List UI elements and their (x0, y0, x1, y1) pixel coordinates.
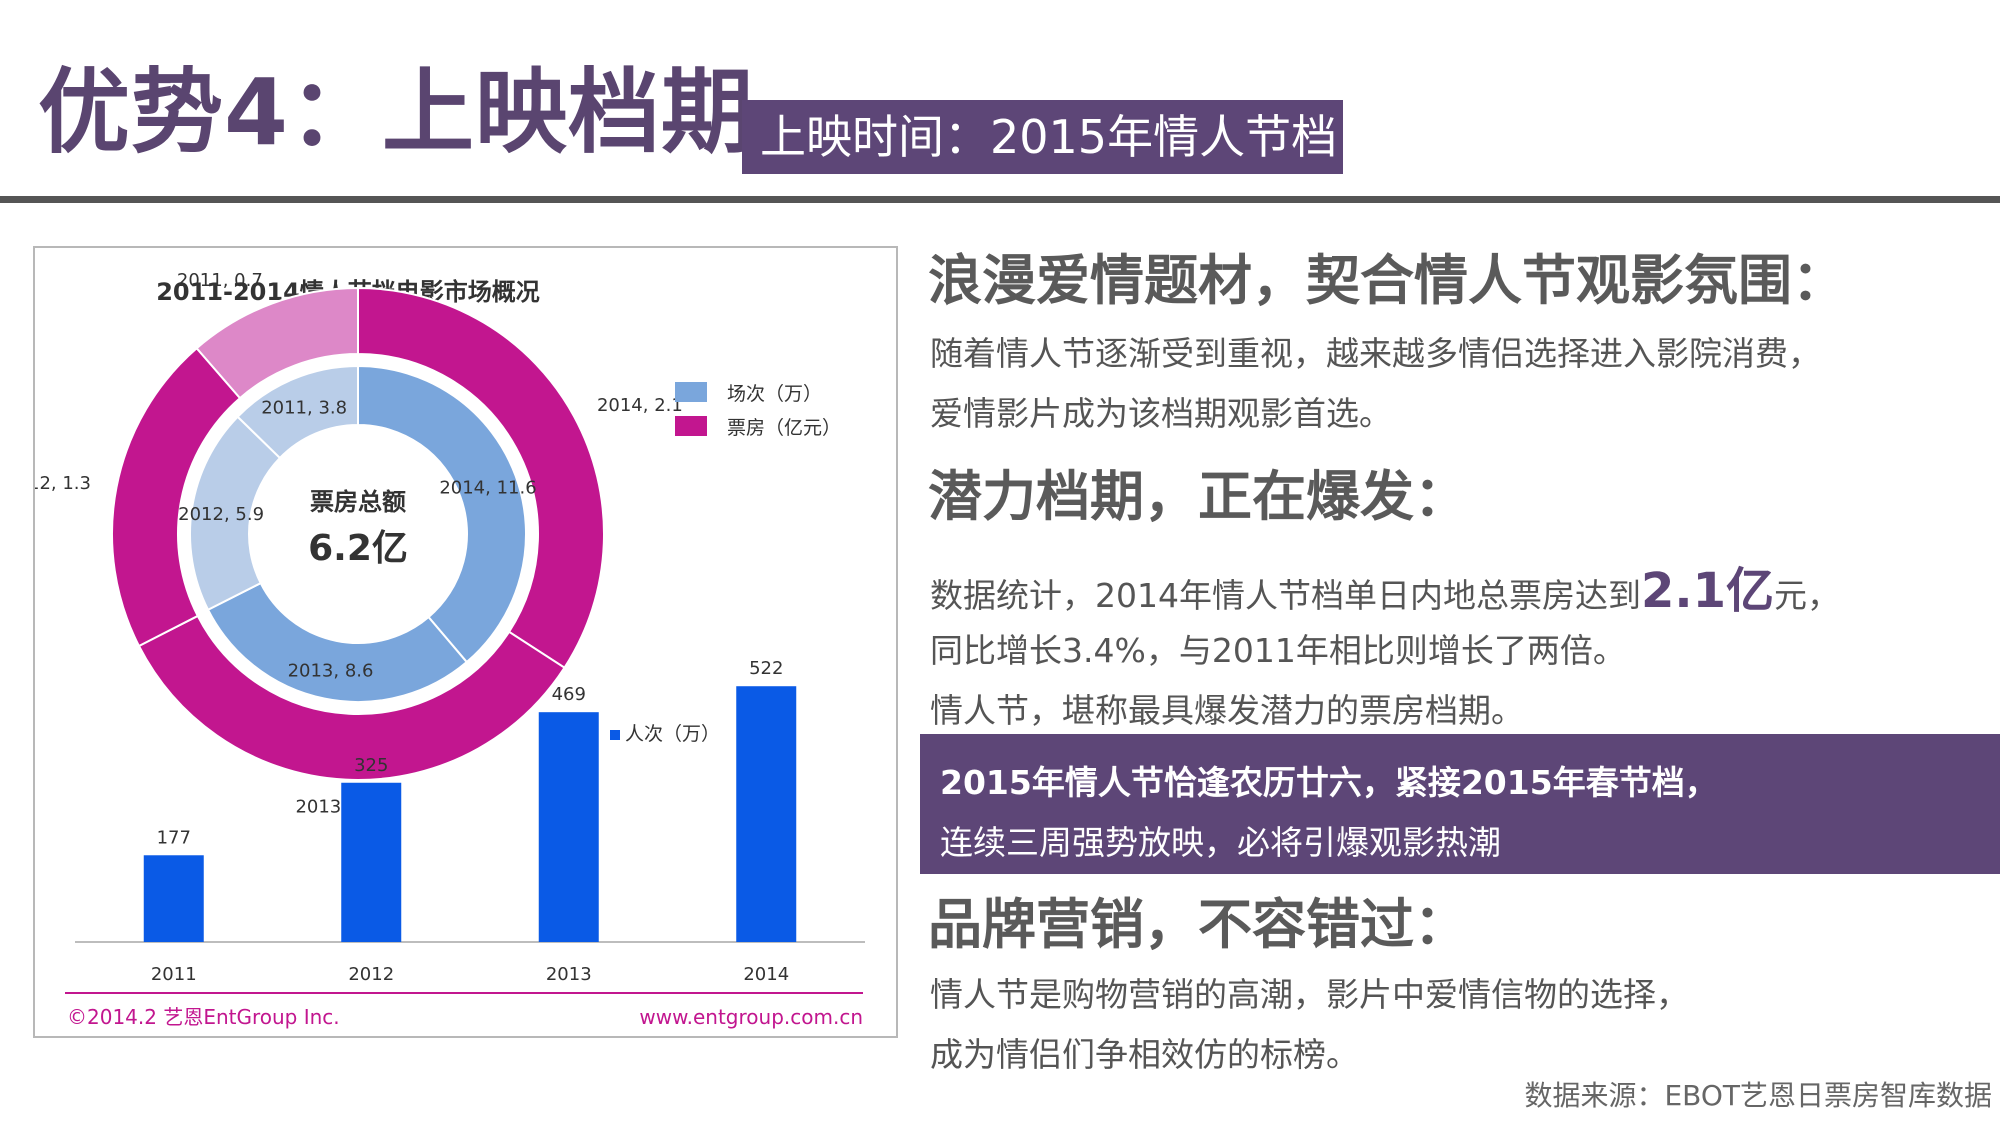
donut-label: 2014, 11.6 (439, 477, 536, 498)
bar-tick-label: 2012 (348, 964, 394, 985)
bar-tick-label: 2011 (151, 964, 197, 985)
donut-slice-inner-2013 (206, 581, 469, 703)
bar-2014 (736, 686, 797, 942)
section-line: 情人节，堪称最具爆发潜力的票房档期。 (930, 691, 1524, 730)
stat-suffix: 元， (1774, 576, 1841, 615)
donut-label: 2012, 5.9 (178, 504, 264, 525)
section-heading-branding: 品牌营销，不容错过： (928, 893, 1468, 956)
section-heading-potential: 潜力档期，正在爆发： (928, 465, 1468, 528)
donut-label: 2011, 0.7 (177, 270, 263, 291)
bar-legend-swatch (610, 730, 620, 740)
bar-2013 (538, 712, 599, 942)
bar-value-label: 469 (552, 684, 586, 705)
donut-slice-outer-2011 (195, 286, 359, 400)
legend-swatch (675, 416, 707, 436)
bar-2011 (143, 855, 204, 942)
highlight-line-2: 连续三周强势放映，必将引爆观影热潮 (940, 823, 1501, 862)
bar-value-label: 177 (157, 827, 191, 848)
page-title: 优势4：上映档期 (38, 59, 755, 166)
highlight-line-1: 2015年情人节恰逢农历廿六，紧接2015年春节档， (940, 763, 1718, 802)
legend-entry: 票房（亿元） (727, 417, 841, 439)
bar-tick-label: 2014 (743, 964, 789, 985)
donut-legend: 场次（万） 票房（亿元） (675, 382, 841, 439)
donut-slice-outer-2014 (357, 286, 605, 670)
highlight-box (920, 734, 2000, 874)
legend-entry: 场次（万） (727, 383, 822, 405)
bar-legend-entry: 人次（万） (625, 723, 720, 745)
chart-footer-right: www.entgroup.com.cn (639, 1005, 863, 1029)
bar-value-label: 522 (749, 658, 783, 679)
donut-chart: 票房总额 6.2亿 (111, 286, 605, 781)
section-line: 同比增长3.4%，与2011年相比则增长了两倍。 (930, 631, 1626, 670)
donut-slice-inner-2014 (357, 364, 527, 664)
donut-label: 2011, 3.8 (261, 397, 347, 418)
bar-2012 (341, 782, 402, 942)
donut-slice-outer-2013 (137, 614, 566, 781)
chart-footer-left: ©2014.2 艺恩EntGroup Inc. (67, 1005, 340, 1029)
bar-value-label: 325 (354, 755, 388, 776)
donut-label: 2013, 8.6 (288, 661, 374, 682)
section-line: 随着情人节逐渐受到重视，越来越多情侣选择进入影院消费， (930, 334, 1821, 373)
release-date-tag: 上映时间：2015年情人节档 (742, 100, 1343, 174)
section-line: 数据统计，2014年情人节档单日内地总票房达到2.1亿元， (930, 551, 1840, 621)
donut-center-value: 6.2亿 (308, 528, 408, 569)
donut-center (251, 427, 465, 641)
stat-text: 数据统计，2014年情人节档单日内地总票房达到 (930, 576, 1641, 615)
donut-slice-inner-2011 (236, 364, 359, 460)
donut-label: 2014, 2.1 (597, 395, 683, 416)
legend-swatch (675, 382, 707, 402)
box-office-emphasis: 2.1亿 (1640, 563, 1775, 619)
section-line: 成为情侣们争相效仿的标榜。 (930, 1035, 1359, 1074)
title-divider (0, 196, 2000, 203)
section-line: 情人节是购物营销的高潮，影片中爱情信物的选择， (930, 975, 1689, 1014)
bar-chart: 177 2011 325 2012 469 2013 522 2014 人次（万） (75, 658, 865, 985)
data-source-note: 数据来源：EBOT艺恩日票房智库数据 (1524, 1079, 1992, 1112)
section-heading-romance: 浪漫爱情题材，契合情人节观影氛围： (928, 249, 1846, 312)
donut-label: 2012, 1.3 (35, 473, 91, 494)
section-line: 爱情影片成为该档期观影首选。 (930, 394, 1392, 433)
bar-tick-label: 2013 (546, 964, 592, 985)
donut-center-label: 票房总额 (310, 488, 406, 516)
